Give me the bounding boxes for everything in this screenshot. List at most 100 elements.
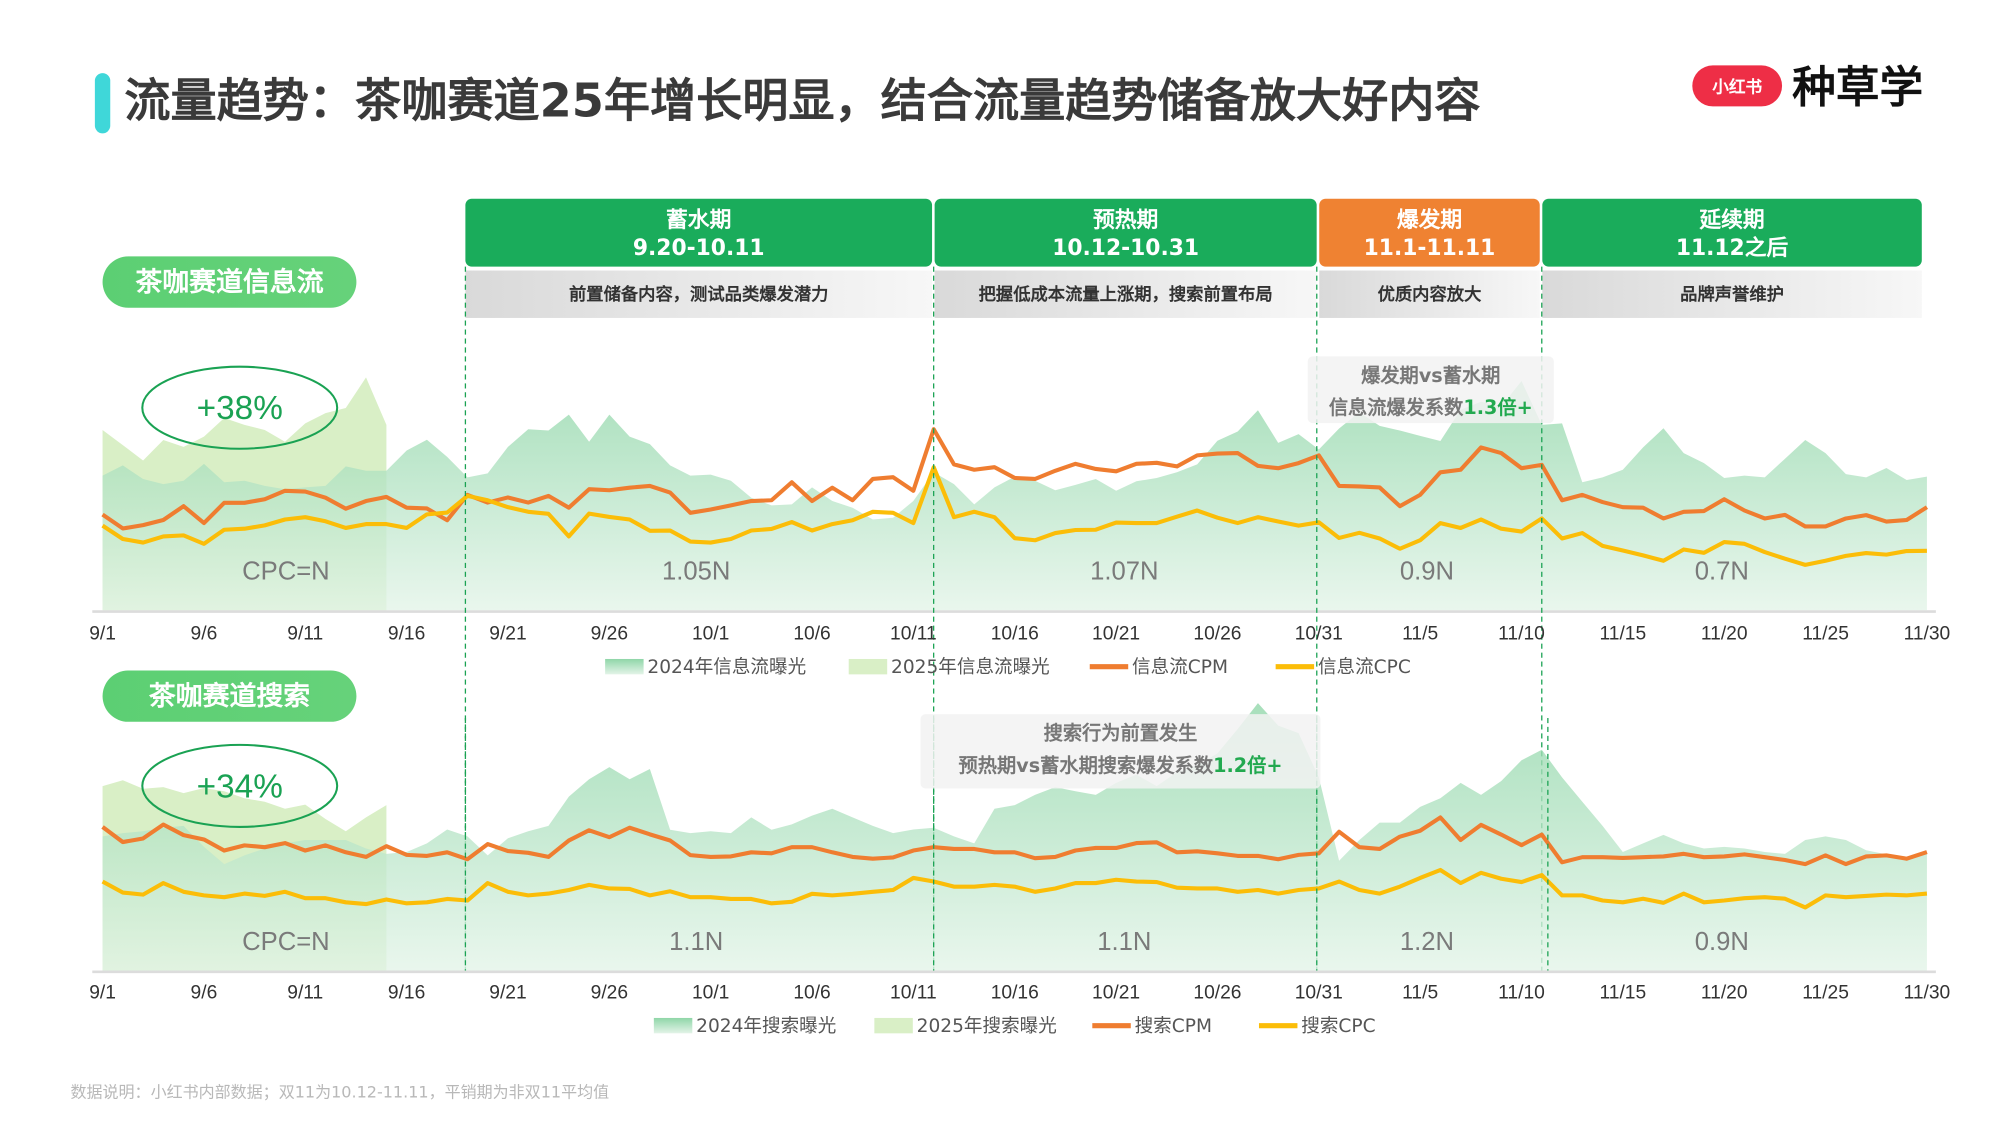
x-tick-label: 10/11 [890, 983, 937, 1004]
x-tick-label: 10/16 [991, 624, 1039, 645]
phase-dates: 10.12-10.31 [1052, 236, 1199, 261]
callout-line-2: 预热期vs蓄水期搜索爆发系数1.2倍+ [959, 754, 1283, 777]
phase-header-box [465, 198, 933, 267]
x-tick-label: 11/25 [1802, 624, 1849, 645]
legend-label: 2025年搜索曝光 [917, 1016, 1057, 1037]
x-tick-label: 9/16 [388, 983, 425, 1004]
line-cpc [101, 867, 1928, 910]
callout-line-2: 信息流爆发系数1.3倍+ [1329, 396, 1533, 419]
period-value-label: 1.05N [662, 557, 730, 585]
callout-box [1307, 356, 1554, 424]
callout-highlight: 1.2倍+ [1213, 754, 1282, 777]
section-label: 茶咖赛道搜索 [149, 680, 310, 712]
x-tick-label: 9/16 [388, 624, 425, 645]
x-tick-label: 10/26 [1193, 983, 1241, 1004]
period-value-label: CPC=N [242, 557, 330, 585]
line-cpm [101, 815, 1928, 867]
x-tick-label: 10/26 [1193, 624, 1241, 645]
phase-header-box [1319, 198, 1540, 267]
period-value-label: 1.1N [1097, 928, 1151, 956]
x-tick-label: 11/20 [1701, 624, 1748, 645]
phase-name: 蓄水期 [666, 208, 731, 233]
period-value-label: 1.1N [669, 928, 723, 956]
x-tick-label: 11/30 [1904, 983, 1951, 1004]
phase-name: 预热期 [1093, 207, 1158, 233]
growth-ellipse [141, 743, 339, 828]
x-tick-label: 9/26 [591, 624, 628, 645]
legend-swatch [848, 658, 888, 675]
chart-1: 茶咖赛道信息流 CPC=N 1.05N 1.07N 0.9N 0.7N +38% 爆发期vs蓄… [89, 256, 1951, 971]
phase-desc-box [465, 270, 933, 318]
legend-label: 搜索CPC [1301, 1016, 1375, 1037]
phase-header-box [934, 198, 1317, 267]
callout-highlight: 1.3倍+ [1463, 396, 1532, 419]
section-pill [102, 256, 357, 308]
logo-text: 种草学 [1792, 64, 1923, 114]
x-tick-label: 10/31 [1295, 624, 1343, 645]
legend-label: 搜索CPM [1135, 1016, 1212, 1037]
x-tick-label: 9/26 [591, 983, 628, 1004]
logo: 小红书 种草学 [1692, 64, 1923, 114]
x-tick-label: 11/15 [1600, 624, 1647, 645]
legend-item: 2025年搜索曝光 [874, 1016, 1057, 1037]
x-tick-label: 9/1 [89, 624, 116, 645]
legend-label: 信息流CPM [1132, 657, 1228, 678]
x-tick-label: 11/5 [1402, 624, 1438, 645]
legend-item: 搜索CPC [1258, 1016, 1376, 1037]
period-value-label: CPC=N [242, 928, 330, 956]
chart-2: 茶咖赛道搜索 CPC=N 1.1N 1.1N 1.2N 0.9N +34% 搜索行为前置发生预… [89, 670, 1951, 1037]
x-tick-label: 11/15 [1600, 983, 1647, 1004]
callout-text: 信息流爆发系数 [1329, 396, 1464, 419]
x-tick-label: 9/6 [191, 983, 218, 1004]
period-value-label: 1.07N [1090, 557, 1158, 585]
x-tick-label: 10/16 [991, 983, 1039, 1004]
growth-label: +38% [197, 390, 283, 427]
phase-name: 延续期 [1698, 207, 1764, 233]
x-tick-label: 10/6 [793, 983, 830, 1004]
callout-text: 预热期vs蓄水期搜索爆发系数 [959, 754, 1214, 777]
area-2024-exposure [102, 703, 1927, 971]
phase-desc: 把握低成本流量上涨期，搜索前置布局 [979, 284, 1273, 305]
callout-line-1: 搜索行为前置发生 [1044, 722, 1198, 745]
growth-ellipse [141, 365, 339, 450]
legend-swatch [653, 1017, 693, 1034]
phase-desc: 优质内容放大 [1378, 284, 1482, 305]
legend-label: 信息流CPC [1318, 657, 1411, 678]
page-title: 流量趋势：茶咖赛道25年增长明显，结合流量趋势储备放大好内容 [124, 74, 1480, 128]
legend-item: 信息流CPC [1275, 657, 1411, 678]
phase-3: 爆发期 11.1-11.11 优质内容放大 [1319, 198, 1540, 318]
x-tick-label: 9/21 [489, 983, 526, 1004]
phase-dates: 9.20-10.11 [633, 236, 765, 261]
x-tick-label: 11/5 [1402, 983, 1438, 1004]
x-tick-label: 11/25 [1802, 983, 1849, 1004]
x-tick-label: 11/10 [1498, 983, 1545, 1004]
legend-swatch [605, 658, 644, 675]
x-tick-label: 10/21 [1092, 624, 1140, 645]
title-accent-bar [94, 73, 111, 134]
legend-label: 2024年搜索曝光 [696, 1016, 836, 1037]
period-value-label: 0.7N [1695, 557, 1749, 585]
phase-2: 预热期 10.12-10.31 把握低成本流量上涨期，搜索前置布局 [934, 198, 1317, 318]
charts: 茶咖赛道信息流 CPC=N 1.05N 1.07N 0.9N 0.7N +38% 爆发期vs蓄… [89, 256, 1950, 1037]
line-cpc [101, 465, 1927, 567]
phase-headers: 蓄水期 9.20-10.11 前置储备内容，测试品类爆发潜力 预热期 10.12-10.… [465, 198, 1922, 318]
x-tick-label: 10/11 [890, 624, 937, 645]
x-tick-label: 11/10 [1498, 624, 1545, 645]
logo-badge [1692, 65, 1783, 107]
phase-desc: 前置储备内容，测试品类爆发潜力 [569, 284, 828, 305]
growth-label: +34% [197, 768, 283, 805]
x-tick-label: 10/31 [1295, 983, 1343, 1004]
period-value-label: 0.9N [1695, 928, 1749, 956]
phase-header-box [1542, 198, 1922, 267]
phase-1: 蓄水期 9.20-10.11 前置储备内容，测试品类爆发潜力 [465, 198, 933, 318]
logo-badge-text: 小红书 [1712, 76, 1762, 96]
phase-name: 爆发期 [1397, 207, 1462, 233]
x-tick-label: 11/30 [1904, 624, 1951, 645]
legend-item: 2025年信息流曝光 [848, 657, 1050, 678]
legend-item: 2024年搜索曝光 [653, 1016, 836, 1037]
phase-dates: 11.12之后 [1676, 235, 1789, 261]
phase-desc-box [934, 270, 1317, 318]
legend-item: 2024年信息流曝光 [605, 657, 806, 678]
callout-box [920, 714, 1321, 789]
